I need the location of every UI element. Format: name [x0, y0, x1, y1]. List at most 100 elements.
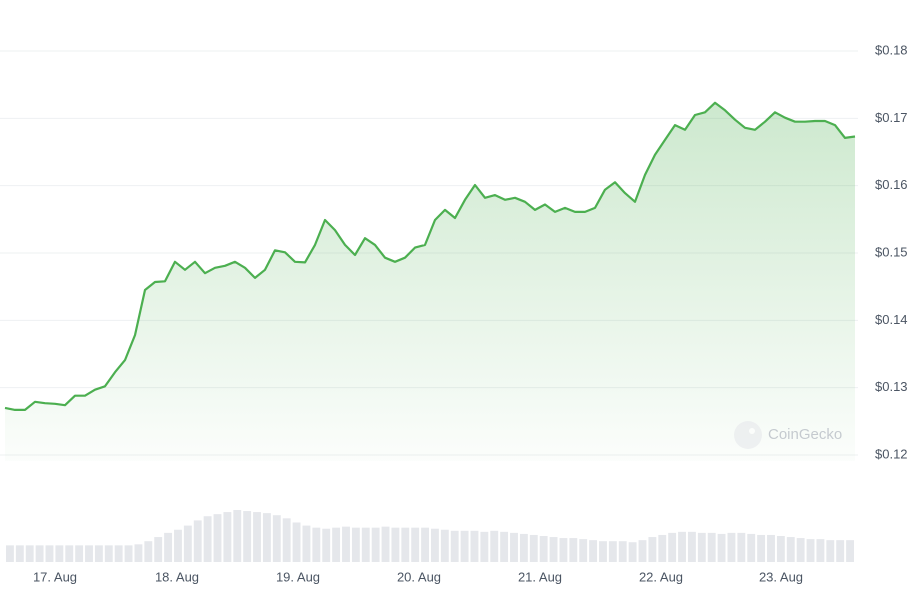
volume-bar	[243, 511, 252, 562]
volume-bar	[292, 522, 301, 562]
volume-bar	[124, 545, 133, 562]
volume-bar	[737, 532, 746, 562]
volume-bar	[500, 531, 509, 562]
y-tick-label: $0.17	[875, 110, 908, 125]
volume-bar	[450, 530, 459, 562]
volume-bar	[757, 534, 766, 562]
volume-bar	[628, 542, 637, 562]
volume-bar	[648, 537, 657, 562]
volume-bar	[104, 545, 113, 562]
volume-bar	[351, 527, 360, 562]
volume-bar	[233, 510, 242, 562]
x-tick-label: 23. Aug	[759, 569, 803, 584]
volume-bar	[559, 538, 568, 562]
volume-bar	[608, 541, 617, 562]
volume-bar	[85, 545, 93, 562]
y-tick-label: $0.15	[875, 244, 908, 259]
volume-bar	[381, 526, 390, 562]
y-tick-label: $0.12	[875, 446, 908, 461]
volume-bar	[262, 513, 271, 562]
volume-bar	[213, 514, 222, 562]
watermark-logo	[734, 421, 762, 449]
volume-bar	[510, 532, 518, 562]
watermark-text: CoinGecko	[768, 426, 842, 443]
volume-bar	[361, 527, 370, 562]
volume-bar	[549, 537, 558, 562]
volume-bar	[519, 533, 528, 562]
y-tick-label: $0.16	[875, 177, 908, 192]
volume-bar	[816, 539, 825, 562]
volume-bar	[579, 539, 588, 562]
price-area	[5, 102, 855, 462]
volume-bar	[203, 516, 212, 562]
volume-bar	[638, 540, 647, 562]
volume-bar	[94, 545, 103, 562]
volume-bar	[322, 528, 331, 562]
volume-bar	[421, 527, 429, 562]
volume-bar	[75, 545, 84, 562]
volume-bar	[55, 545, 64, 562]
volume-bar	[470, 530, 479, 562]
volume-bar	[253, 512, 261, 562]
volume-bar	[371, 527, 380, 562]
volume-bar	[786, 537, 795, 562]
volume-bar	[272, 515, 281, 562]
watermark: CoinGecko	[734, 421, 842, 449]
y-tick-label: $0.18	[875, 42, 908, 57]
volume-bar	[697, 532, 706, 562]
volume-bar	[727, 532, 736, 562]
volume-bar	[35, 545, 44, 562]
volume-bar	[223, 512, 232, 562]
volume-bar	[539, 536, 548, 562]
volume-bar	[599, 541, 607, 562]
volume-bar	[342, 526, 350, 562]
volume-bar	[401, 527, 410, 562]
volume-bar	[767, 534, 775, 562]
volume-bar	[796, 538, 805, 562]
volume-bar	[717, 533, 726, 562]
volume-bar	[480, 531, 489, 562]
y-tick-label: $0.14	[875, 312, 908, 327]
volume-bar	[826, 540, 835, 562]
watermark-logo-eye	[749, 428, 755, 434]
volume-bar	[134, 544, 143, 562]
volume-bar	[391, 527, 400, 562]
volume-bar	[193, 520, 202, 562]
volume-bar	[846, 540, 854, 562]
plot	[4, 101, 856, 562]
volume-bar	[707, 532, 716, 562]
volume-bar	[668, 532, 677, 562]
volume-bar	[687, 531, 696, 562]
volume-bar	[836, 540, 845, 562]
volume-bar	[806, 539, 815, 562]
volume-bar	[618, 541, 627, 562]
volume-bar	[6, 545, 14, 562]
volume-bar	[332, 527, 341, 562]
volume-bar	[312, 527, 321, 562]
volume-bar	[25, 545, 34, 562]
x-tick-label: 21. Aug	[518, 569, 562, 584]
volume-bar	[282, 518, 291, 562]
x-tick-label: 17. Aug	[33, 569, 77, 584]
volume-bar	[529, 534, 538, 562]
volume-bar	[678, 531, 686, 562]
x-tick-label: 22. Aug	[639, 569, 683, 584]
volume-bar	[154, 537, 163, 562]
x-tick-label: 20. Aug	[397, 569, 441, 584]
volume-bar	[431, 528, 439, 562]
volume-bar	[776, 536, 785, 562]
volume-bar	[183, 525, 192, 562]
volume-bar	[15, 545, 24, 562]
volume-bar	[747, 533, 756, 562]
volume-bar	[114, 545, 123, 562]
volume-bar	[658, 534, 667, 562]
volume-bar	[460, 530, 469, 562]
volume-bar	[45, 545, 54, 562]
volume-bar	[174, 529, 182, 562]
volume-bar	[440, 529, 449, 562]
volume-bar	[490, 530, 499, 562]
volume-bar	[569, 538, 578, 562]
price-line	[4, 101, 856, 411]
